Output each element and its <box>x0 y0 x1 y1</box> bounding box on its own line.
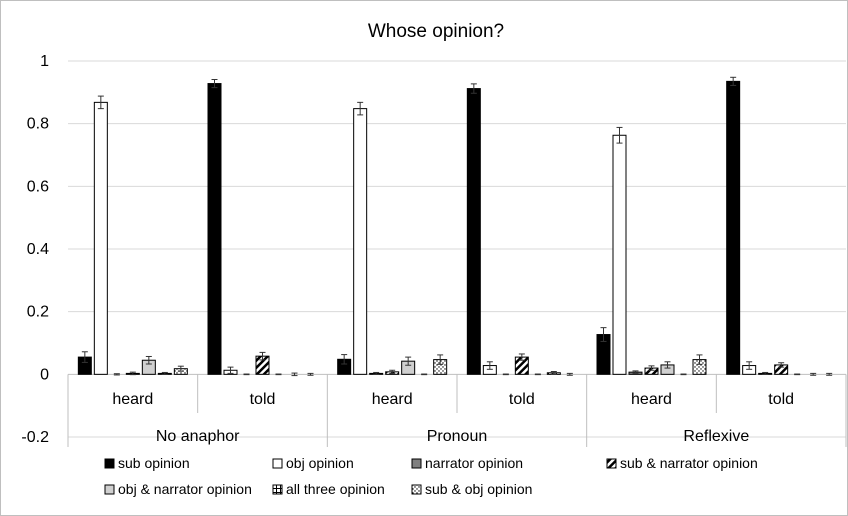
y-axis-ticks: -0.2 0 0.2 0.4 0.6 0.8 1 <box>21 53 49 446</box>
x-tick-label: heard <box>372 391 413 408</box>
legend-swatch <box>104 458 115 469</box>
y-tick-label: -0.2 <box>21 429 49 446</box>
chart-title: Whose opinion? <box>368 21 504 42</box>
x-tick-label: told <box>768 391 794 408</box>
y-tick-label: 1 <box>40 53 49 70</box>
group-label: Reflexive <box>683 428 749 445</box>
legend-label: all three opinion <box>286 481 385 497</box>
bar <box>726 80 741 375</box>
group-label: No anaphor <box>156 428 240 445</box>
x-tick-label: heard <box>631 391 672 408</box>
y-tick-label: 0.8 <box>27 116 49 133</box>
legend-swatch <box>411 458 422 469</box>
legend-swatch <box>272 458 283 469</box>
x-axis: heard told heard told heard told No anaphor Pro… <box>67 374 847 447</box>
bar <box>93 101 108 375</box>
legend-label: sub & narrator opinion <box>620 455 758 471</box>
legend-swatch <box>272 484 283 495</box>
x-tick-label: told <box>509 391 535 408</box>
legend-label: narrator opinion <box>425 455 523 471</box>
bar <box>612 134 627 375</box>
legend-swatch <box>411 484 422 495</box>
legend-label: sub opinion <box>118 455 190 471</box>
legend-label: sub & obj opinion <box>425 481 532 497</box>
y-tick-label: 0.2 <box>27 304 49 321</box>
legend-swatch <box>104 484 115 495</box>
y-tick-label: 0.6 <box>27 178 49 195</box>
y-tick-label: 0 <box>40 366 49 383</box>
legend: sub opinion obj opinion narrator opinion su… <box>104 455 758 497</box>
x-tick-label: heard <box>112 391 153 408</box>
x-tick-label: told <box>250 391 276 408</box>
bar <box>207 83 222 375</box>
y-tick-label: 0.4 <box>27 241 49 258</box>
legend-swatch <box>606 458 617 469</box>
legend-label: obj & narrator opinion <box>118 481 252 497</box>
legend-label: obj opinion <box>286 455 354 471</box>
bars <box>77 76 833 377</box>
bar <box>353 108 368 375</box>
group-label: Pronoun <box>427 428 488 445</box>
bar <box>466 88 481 375</box>
